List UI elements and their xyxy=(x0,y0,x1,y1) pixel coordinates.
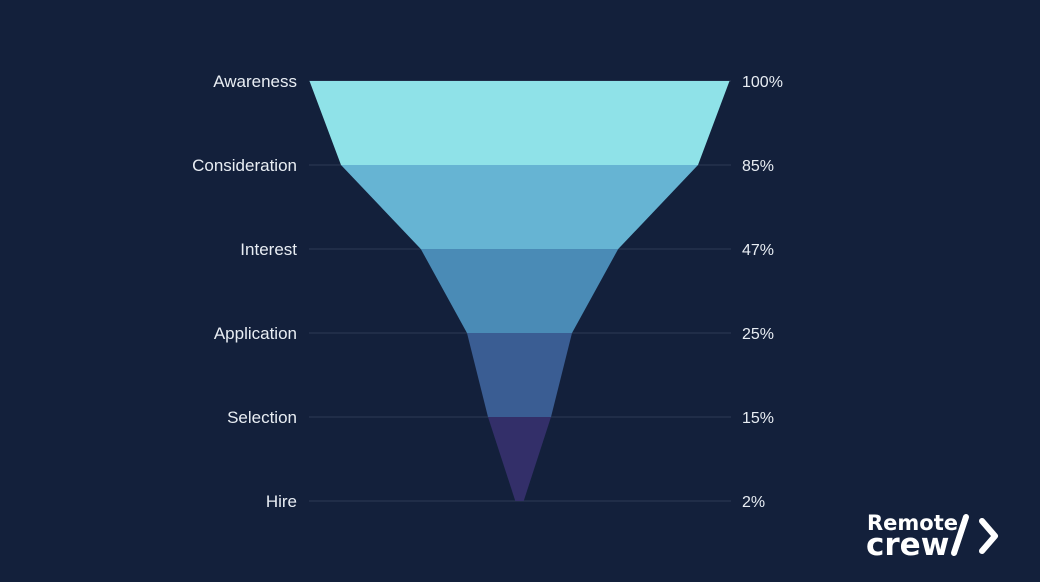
brand-name-line-1: Remote xyxy=(867,511,958,535)
stage-labels: Awareness Consideration Interest Applicatio… xyxy=(192,72,297,511)
value-label: 15% xyxy=(742,410,774,427)
brand-name-line-2: crew xyxy=(866,527,949,563)
funnel-band-interest xyxy=(420,249,619,333)
funnel-band-consideration xyxy=(341,165,698,249)
funnel-band-selection xyxy=(488,417,551,501)
value-labels: 100% 85% 47% 25% 15% 2% xyxy=(742,74,783,511)
stage-label: Interest xyxy=(240,240,297,259)
stage-label: Awareness xyxy=(213,72,297,91)
stage-label: Consideration xyxy=(192,156,297,175)
stage-label: Application xyxy=(214,324,297,343)
value-label: 2% xyxy=(742,494,765,511)
slash-chevron-icon xyxy=(951,514,998,556)
funnel-band-awareness xyxy=(309,81,730,165)
value-label: 25% xyxy=(742,326,774,343)
funnel-bands xyxy=(309,81,730,501)
stage-label: Hire xyxy=(266,492,297,511)
brand-logo: Remote crew xyxy=(866,511,998,563)
value-label: 100% xyxy=(742,74,783,91)
value-label: 47% xyxy=(742,242,774,259)
funnel-band-application xyxy=(467,333,572,417)
stage-label: Selection xyxy=(227,408,297,427)
value-label: 85% xyxy=(742,158,774,175)
